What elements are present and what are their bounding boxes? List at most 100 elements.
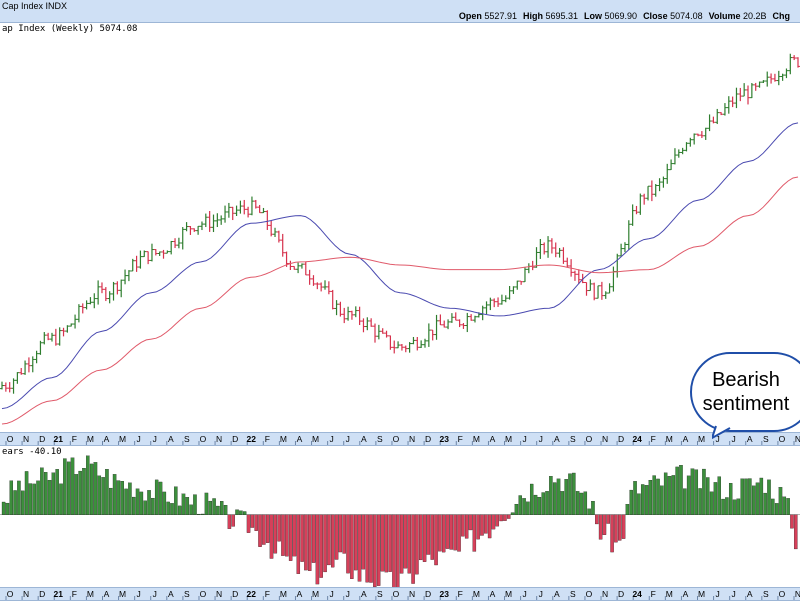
price-bar bbox=[507, 286, 512, 300]
indicator-bar bbox=[403, 514, 408, 569]
axis-tick-label: F bbox=[265, 434, 270, 444]
indicator-bar bbox=[579, 492, 584, 515]
indicator-bar bbox=[786, 498, 790, 515]
axis-tick-label: O bbox=[779, 589, 786, 599]
indicator-bar bbox=[514, 503, 519, 515]
axis-tick-label: S bbox=[570, 589, 576, 599]
axis-tick-label: 24 bbox=[632, 434, 642, 444]
indicator-bar bbox=[74, 474, 79, 515]
indicator-bar bbox=[675, 466, 679, 515]
price-bar bbox=[480, 305, 485, 321]
indicator-bar bbox=[162, 491, 167, 515]
price-bar bbox=[7, 382, 12, 393]
indicator-bar bbox=[342, 514, 346, 554]
price-bar bbox=[776, 70, 781, 86]
price-bar bbox=[784, 68, 789, 79]
indicator-bar bbox=[323, 514, 327, 573]
indicator-bar bbox=[47, 480, 52, 515]
indicator-bar bbox=[197, 513, 201, 515]
axis-tick-label: A bbox=[168, 434, 174, 444]
price-bar bbox=[488, 297, 493, 311]
indicator-bar bbox=[292, 514, 297, 557]
indicator-bar bbox=[5, 502, 10, 515]
price-bar bbox=[588, 279, 593, 292]
price-bar bbox=[780, 73, 785, 81]
indicator-bar bbox=[491, 514, 496, 530]
price-bar bbox=[761, 80, 766, 83]
price-bar bbox=[130, 258, 135, 272]
price-bar bbox=[280, 233, 285, 257]
price-bar bbox=[399, 343, 404, 351]
price-bar bbox=[676, 149, 681, 158]
axis-tick-label: N bbox=[23, 434, 29, 444]
indicator-bar bbox=[671, 475, 676, 515]
indicator-bar bbox=[63, 458, 67, 515]
price-bar bbox=[346, 306, 351, 321]
price-bar bbox=[657, 178, 662, 192]
indicator-bar bbox=[101, 477, 105, 515]
ohlc-label: Close bbox=[643, 11, 671, 21]
axis-tick-label: J bbox=[522, 589, 526, 599]
time-axis-bottom: O N D 21 F M A M J J A S O N D 22 F M A M J J A S O N D 23 F M A M J J A S O… bbox=[0, 587, 800, 601]
price-bar bbox=[642, 193, 647, 205]
axis-tick-label: D bbox=[618, 434, 624, 444]
axis-tick-label: N bbox=[795, 434, 800, 444]
indicator-bar bbox=[434, 514, 438, 566]
axis-tick-label: 22 bbox=[246, 434, 256, 444]
price-bar bbox=[576, 269, 581, 285]
axis-tick-label: M bbox=[666, 434, 673, 444]
indicator-bar bbox=[158, 481, 163, 515]
price-bar bbox=[323, 280, 328, 290]
price-bar bbox=[119, 279, 124, 298]
price-bar bbox=[453, 312, 458, 321]
indicator-bar bbox=[346, 514, 350, 574]
indicator-bar bbox=[529, 483, 534, 515]
price-bar bbox=[96, 280, 101, 305]
axis-tick-label: D bbox=[618, 589, 624, 599]
axis-tick-label: A bbox=[747, 589, 753, 599]
axis-tick-label: A bbox=[104, 589, 110, 599]
indicator-bar bbox=[185, 497, 190, 515]
indicator-bar bbox=[683, 488, 687, 515]
indicator-bar bbox=[759, 477, 764, 515]
indicator-bar bbox=[116, 480, 121, 515]
indicator-bar bbox=[587, 508, 591, 515]
axis-tick-label: A bbox=[297, 589, 303, 599]
indicator-bar bbox=[285, 514, 289, 557]
axis-tick-label: M bbox=[87, 434, 94, 444]
price-bar bbox=[699, 131, 704, 139]
ohlc-value: 5074.08 bbox=[670, 11, 703, 21]
axis-tick-label: N bbox=[216, 589, 222, 599]
indicator-bar bbox=[732, 499, 737, 515]
axis-tick-label: S bbox=[377, 434, 383, 444]
price-bar bbox=[46, 332, 51, 341]
axis-tick-label: N bbox=[602, 434, 608, 444]
indicator-bar bbox=[484, 514, 488, 534]
indicator-bar bbox=[461, 514, 465, 537]
price-bar bbox=[334, 300, 339, 316]
price-bar bbox=[522, 267, 527, 283]
indicator-bar bbox=[315, 514, 320, 585]
axis-tick-label: M bbox=[698, 434, 705, 444]
price-bar bbox=[622, 242, 627, 253]
axis-tick-label: M bbox=[280, 589, 287, 599]
price-bar bbox=[422, 338, 427, 348]
price-bar bbox=[338, 301, 343, 317]
indicator-bar bbox=[166, 501, 170, 515]
indicator-bar bbox=[610, 514, 614, 553]
indicator-bar bbox=[629, 489, 633, 515]
series-label: ap Index (Weekly) 5074.08 bbox=[2, 24, 138, 34]
price-bar bbox=[788, 53, 793, 75]
indicator-bar bbox=[526, 501, 530, 515]
axis-tick-label: S bbox=[763, 434, 769, 444]
price-bar bbox=[411, 336, 416, 345]
price-bar bbox=[738, 87, 743, 102]
price-bar bbox=[649, 180, 654, 202]
indicator-bar bbox=[652, 475, 656, 515]
price-bar bbox=[792, 55, 797, 61]
indicator-bar bbox=[319, 514, 323, 578]
indicator-bar bbox=[476, 514, 480, 540]
price-bar bbox=[180, 227, 185, 250]
indicator-bar bbox=[288, 514, 293, 561]
indicator-bar bbox=[725, 497, 729, 515]
